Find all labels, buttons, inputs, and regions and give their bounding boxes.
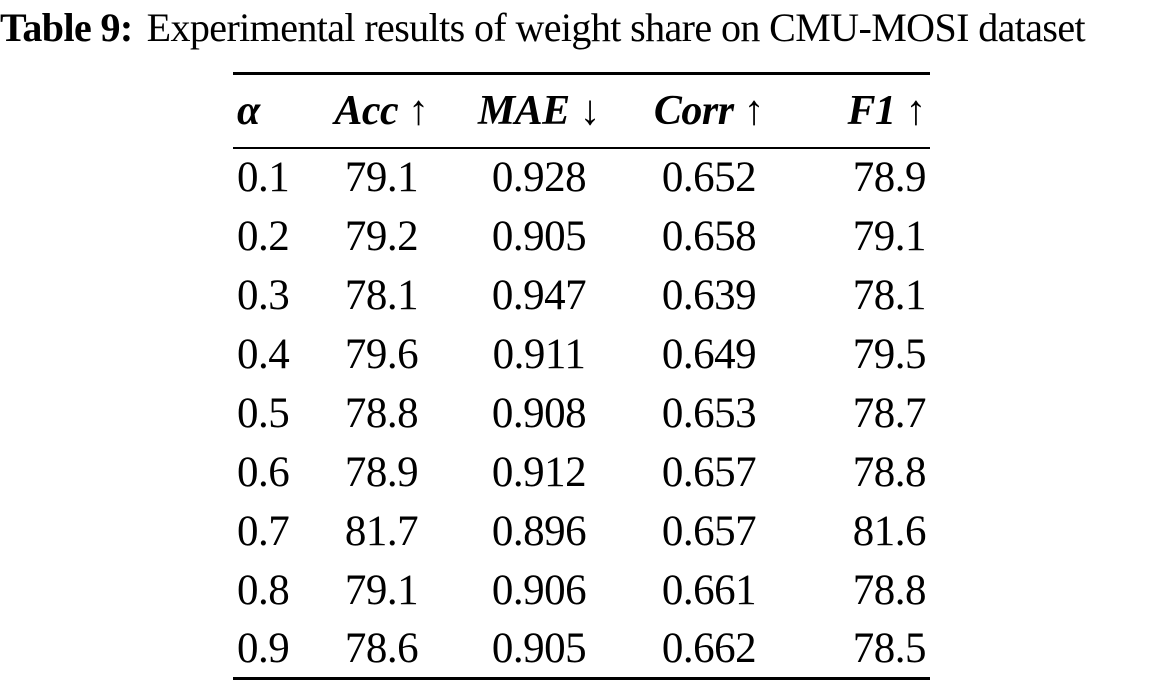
cell-corr: 0.662 — [661, 624, 757, 672]
cell-corr: 0.661 — [661, 566, 757, 614]
header-corr: Corr ↑ — [624, 73, 794, 149]
table-row: 0.7 81.7 0.896 0.657 81.6 — [233, 502, 930, 561]
cell-f1: 78.8 — [852, 566, 927, 614]
cell-acc: 78.9 — [344, 448, 419, 496]
cell-acc: 79.2 — [344, 212, 419, 260]
table-row: 0.9 78.6 0.905 0.662 78.5 — [233, 620, 930, 679]
cell-mae: 0.912 — [491, 448, 587, 496]
cell-mae: 0.905 — [491, 624, 587, 672]
header-mae: MAE ↓ — [454, 73, 624, 149]
table-row: 0.6 78.9 0.912 0.657 78.8 — [233, 443, 930, 502]
results-table: α Acc ↑ MAE ↓ Corr ↑ F1 ↑ 0.1 79.1 0.928 0.… — [233, 72, 930, 680]
header-row: α Acc ↑ MAE ↓ Corr ↑ F1 ↑ — [233, 73, 930, 149]
cell-corr: 0.657 — [661, 448, 757, 496]
cell-acc: 79.1 — [344, 154, 419, 201]
cell-f1: 78.8 — [852, 448, 927, 496]
cell-corr: 0.653 — [661, 389, 757, 437]
header-acc: Acc ↑ — [309, 73, 454, 149]
cell-alpha: 0.7 — [237, 507, 290, 555]
cell-f1: 81.6 — [852, 507, 927, 555]
cell-alpha: 0.1 — [237, 154, 290, 201]
cell-f1: 78.5 — [852, 624, 927, 672]
cell-f1: 79.5 — [852, 330, 927, 378]
cell-corr: 0.652 — [661, 154, 757, 201]
cell-alpha: 0.2 — [237, 212, 290, 260]
header-alpha: α — [233, 73, 309, 149]
table-row: 0.3 78.1 0.947 0.639 78.1 — [233, 266, 930, 325]
cell-mae: 0.905 — [491, 212, 587, 260]
cell-acc: 79.6 — [344, 330, 419, 378]
cell-alpha: 0.6 — [237, 448, 290, 496]
cell-f1: 78.9 — [852, 154, 927, 201]
cell-f1: 78.1 — [852, 271, 927, 319]
cell-mae: 0.896 — [491, 507, 587, 555]
table-caption-text: Experimental results of weight share on … — [146, 5, 1086, 50]
table-body: 0.1 79.1 0.928 0.652 78.9 0.2 79.2 0.905 0.658 79… — [233, 148, 930, 679]
cell-mae: 0.947 — [491, 271, 587, 319]
header-f1: F1 ↑ — [794, 73, 930, 149]
cell-acc: 78.6 — [344, 624, 419, 672]
cell-alpha: 0.3 — [237, 271, 290, 319]
cell-f1: 78.7 — [852, 389, 927, 437]
cell-acc: 78.8 — [344, 389, 419, 437]
cell-acc: 78.1 — [344, 271, 419, 319]
table-caption-label: Table 9: — [0, 5, 133, 50]
table-header: α Acc ↑ MAE ↓ Corr ↑ F1 ↑ — [233, 73, 930, 149]
table-row: 0.5 78.8 0.908 0.653 78.7 — [233, 384, 930, 443]
cell-corr: 0.639 — [661, 271, 757, 319]
cell-acc: 81.7 — [344, 507, 419, 555]
cell-mae: 0.906 — [491, 566, 587, 614]
cell-mae: 0.911 — [492, 330, 586, 378]
table-row: 0.2 79.2 0.905 0.658 79.1 — [233, 207, 930, 266]
cell-alpha: 0.5 — [237, 389, 290, 437]
cell-alpha: 0.9 — [237, 624, 290, 672]
cell-f1: 79.1 — [852, 212, 927, 260]
cell-corr: 0.658 — [661, 212, 757, 260]
cell-corr: 0.657 — [661, 507, 757, 555]
cell-acc: 79.1 — [344, 566, 419, 614]
cell-mae: 0.928 — [491, 154, 587, 201]
table-row: 0.1 79.1 0.928 0.652 78.9 — [233, 148, 930, 207]
table-row: 0.4 79.6 0.911 0.649 79.5 — [233, 325, 930, 384]
cell-mae: 0.908 — [491, 389, 587, 437]
table-caption: Table 9: Experimental results of weight s… — [0, 4, 1162, 51]
table-row: 0.8 79.1 0.906 0.661 78.8 — [233, 561, 930, 620]
cell-corr: 0.649 — [661, 330, 757, 378]
cell-alpha: 0.8 — [237, 566, 290, 614]
cell-alpha: 0.4 — [237, 330, 290, 378]
